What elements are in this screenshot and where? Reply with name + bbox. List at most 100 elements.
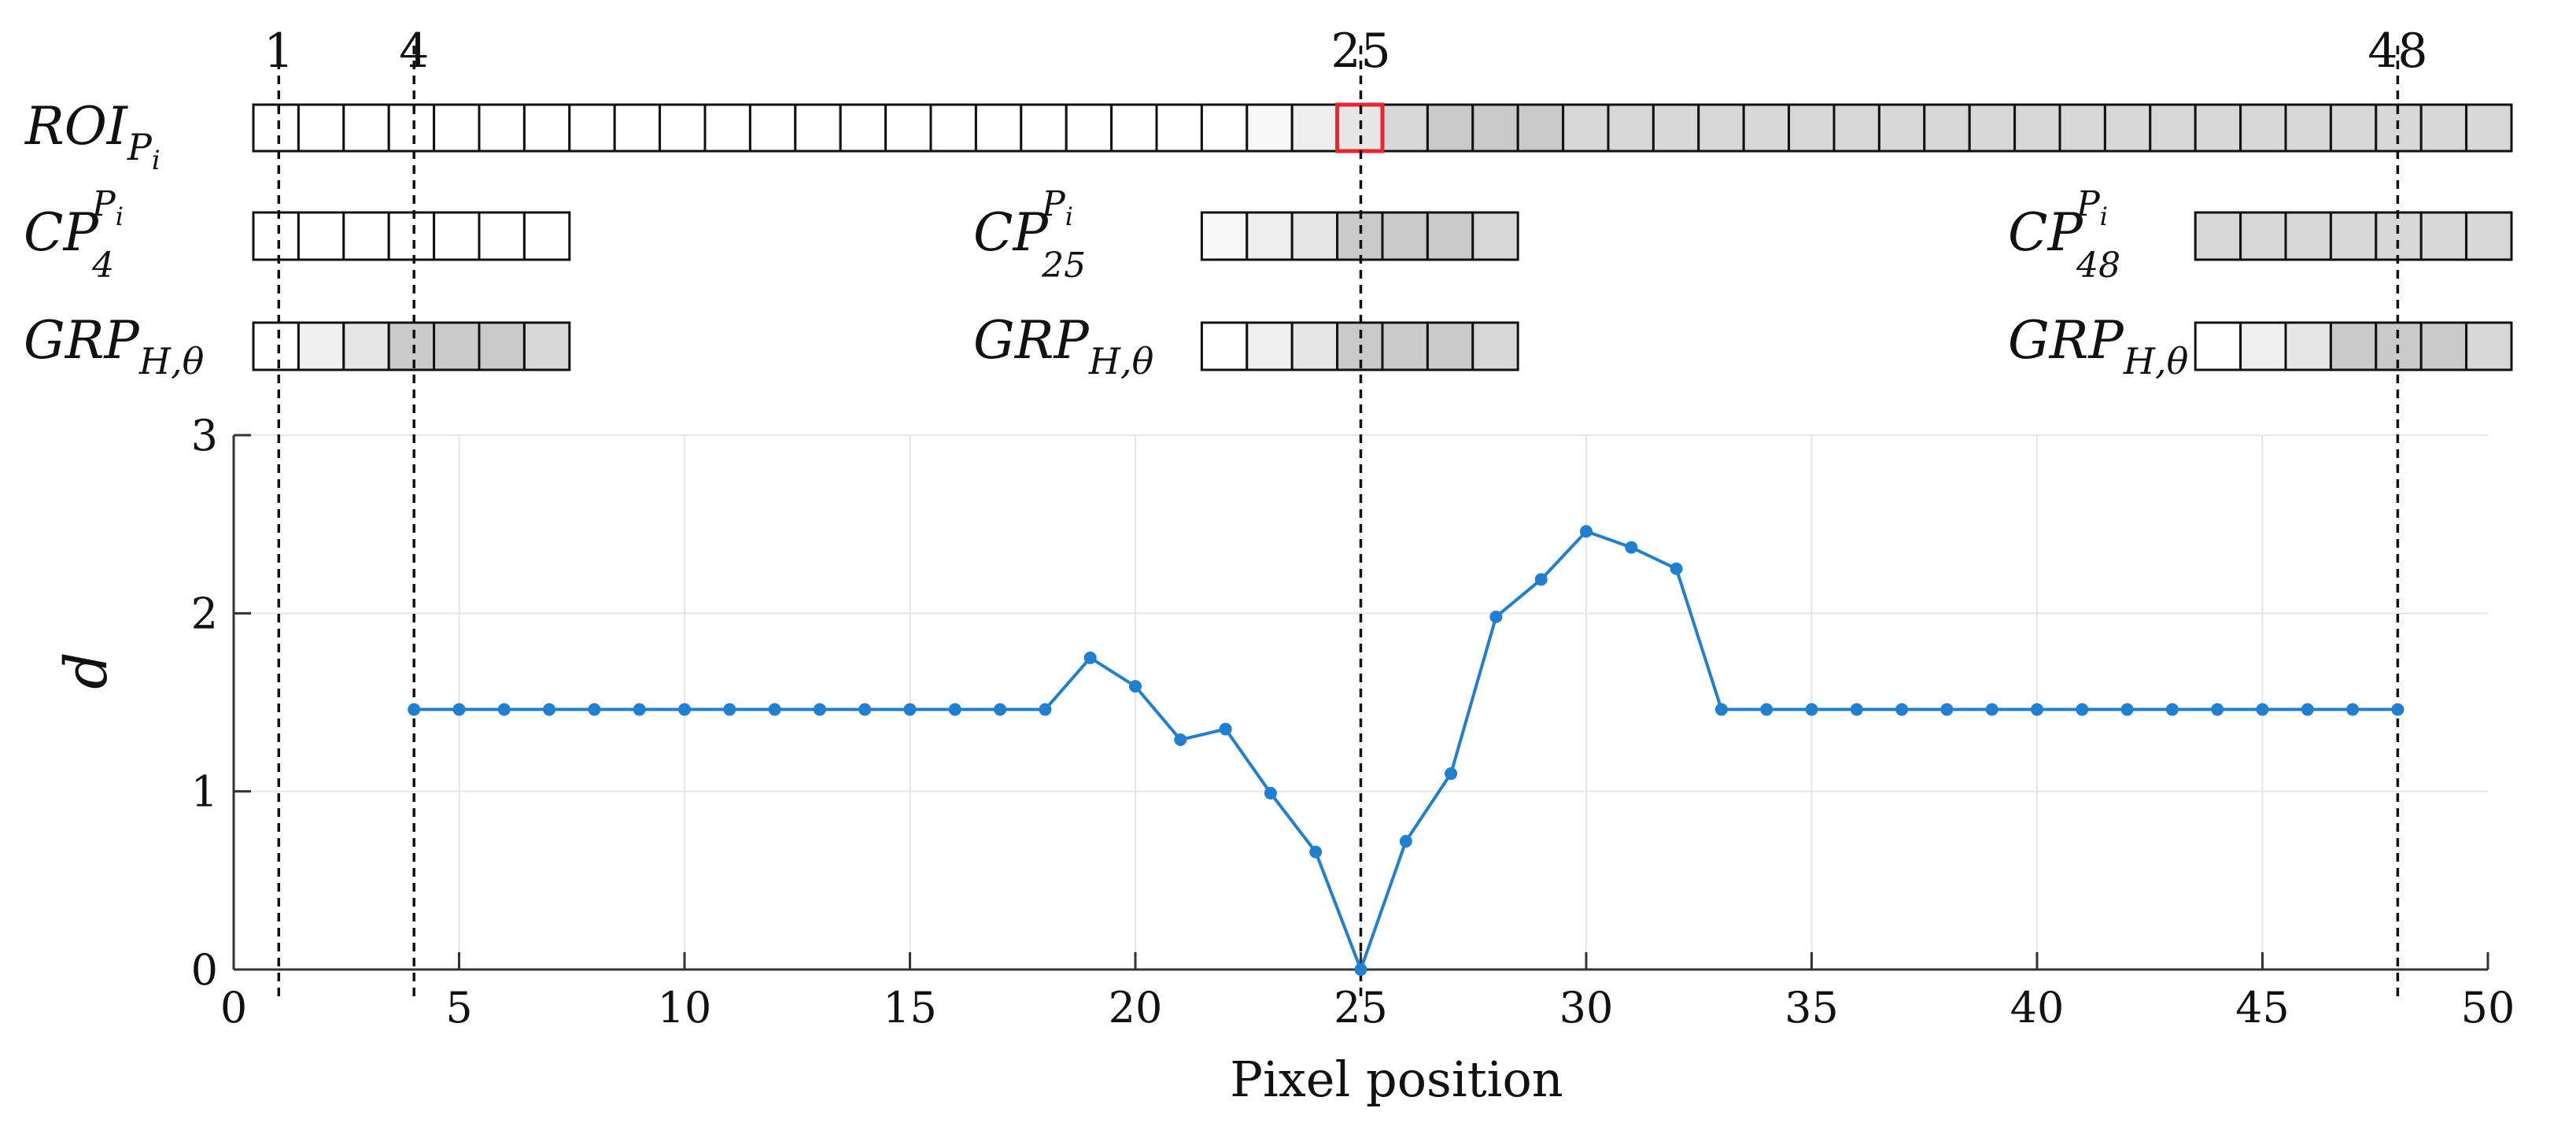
- grp25-strip-cell: [1246, 321, 1294, 371]
- roi-strip-cell: [794, 103, 842, 153]
- grp4-strip-cell: [297, 321, 345, 371]
- data-point: [2346, 703, 2360, 716]
- x-tick-label: 30: [1559, 983, 1614, 1032]
- roi-strip-cell: [2149, 103, 2197, 153]
- x-tick-label: 5: [445, 983, 472, 1032]
- marker-index-label: 1: [264, 24, 293, 79]
- data-point: [1850, 703, 1863, 716]
- grp48-strip-cell: [2465, 321, 2513, 371]
- grp4-strip-cell: [522, 321, 571, 371]
- y-axis-label: d: [53, 652, 120, 689]
- roi-strip-cell: [659, 103, 707, 153]
- grp48-strip-cell: [2329, 321, 2378, 371]
- grp4-strip: [252, 321, 571, 371]
- data-point: [1354, 963, 1367, 976]
- tick-labels: 0 5 10 15 20 25 30 35 40 45 50 0 1 2 3: [191, 411, 2515, 1032]
- grp25-strip-cell: [1471, 321, 1519, 371]
- roi-strip-cell: [703, 103, 751, 153]
- data-point: [1625, 541, 1638, 554]
- grp25-strip-cell: [1381, 321, 1429, 371]
- roi-strip: [252, 102, 2513, 153]
- data-point: [1489, 610, 1503, 623]
- x-tick-label: 25: [1334, 983, 1388, 1032]
- series: [408, 525, 2404, 976]
- roi-strip-cell: [1020, 103, 1068, 153]
- cp25-strip-cell: [1336, 211, 1384, 261]
- data-point: [2031, 703, 2043, 716]
- data-point: [2165, 703, 2179, 716]
- data-point: [1985, 703, 1998, 716]
- cp25-strip-cell: [1426, 211, 1474, 261]
- grp4-label: GRPH,θ: [24, 310, 204, 382]
- cp4-strip-cell: [342, 211, 390, 261]
- roi-strip-cell: [1742, 103, 1791, 153]
- cp48-label: CPPi 48: [2008, 184, 2120, 286]
- roi-strip-cell: [2239, 103, 2287, 153]
- grp4-strip-cell: [387, 321, 436, 371]
- cp48-strip-cell: [2419, 211, 2468, 261]
- roi-strip-cell: [1110, 103, 1158, 153]
- cp48-strip-cell: [2375, 211, 2423, 261]
- data-point: [1805, 703, 1818, 716]
- x-tick-label: 40: [2010, 983, 2065, 1032]
- cp48-strip-cell: [2239, 211, 2287, 261]
- roi-strip-cell: [387, 103, 436, 153]
- roi-strip-cell: [974, 103, 1023, 153]
- cp4-strip: [252, 211, 571, 261]
- roi-strip-cell: [1246, 103, 1294, 153]
- cp25-strip-cell: [1381, 211, 1429, 261]
- roi-strip-cell: [884, 103, 932, 153]
- x-tick-label: 10: [658, 983, 712, 1032]
- y-tick-label: 0: [191, 945, 218, 995]
- roi-strip-cell: [1607, 103, 1655, 153]
- roi-strip-cell: [613, 103, 662, 153]
- grp48-label: GRPH,θ: [2008, 310, 2188, 382]
- data-point: [994, 703, 1007, 716]
- data-point: [2120, 703, 2134, 716]
- grp25-strip-cell: [1290, 321, 1339, 371]
- cp25-strip-cell: [1290, 211, 1339, 261]
- roi-strip-cell: [1832, 103, 1880, 153]
- data-point: [2256, 703, 2269, 716]
- x-tick-label: 45: [2235, 983, 2290, 1032]
- data-point: [2301, 703, 2314, 716]
- cp48-strip: [2194, 211, 2513, 261]
- marker-lines: 1 4 25 48: [264, 24, 2428, 1001]
- grp25-label: GRPH,θ: [973, 310, 1153, 382]
- roi-strip-cell: [1290, 103, 1339, 153]
- cp4-strip-cell: [297, 211, 345, 261]
- grp4-strip-cell: [252, 321, 300, 371]
- cp25-strip: [1200, 211, 1519, 261]
- data-point: [678, 703, 691, 716]
- data-point: [2211, 703, 2224, 716]
- roi-strip-cell: [929, 103, 977, 153]
- roi-strip-cell: [2058, 103, 2106, 153]
- data-point: [588, 703, 601, 716]
- grp48-strip-cell: [2194, 321, 2242, 371]
- data-point: [543, 703, 556, 716]
- data-point: [2076, 703, 2089, 716]
- roi-strip-cell: [2284, 103, 2332, 153]
- cp25-label: CPPi 25: [973, 184, 1086, 286]
- marker-index-label: 4: [399, 24, 429, 79]
- roi-strip-cell: [1471, 103, 1519, 153]
- data-point: [408, 703, 421, 716]
- data-point: [1039, 703, 1052, 716]
- data-point: [903, 703, 917, 716]
- data-point: [1129, 680, 1142, 693]
- data-point: [1309, 845, 1323, 859]
- roi-strip-cell: [2329, 103, 2378, 153]
- grp4-strip-cell: [342, 321, 390, 371]
- cp25-strip-cell: [1471, 211, 1519, 261]
- roi-strip-cell: [1788, 103, 1836, 153]
- marker-index-label: 25: [1330, 24, 1390, 79]
- roi-strip-cell: [1381, 103, 1429, 153]
- grp48-strip-cell: [2419, 321, 2468, 371]
- cp48-strip-cell: [2329, 211, 2378, 261]
- cp4-strip-cell: [433, 211, 481, 261]
- series-line: [414, 530, 2398, 971]
- cp48-strip-cell: [2194, 211, 2242, 261]
